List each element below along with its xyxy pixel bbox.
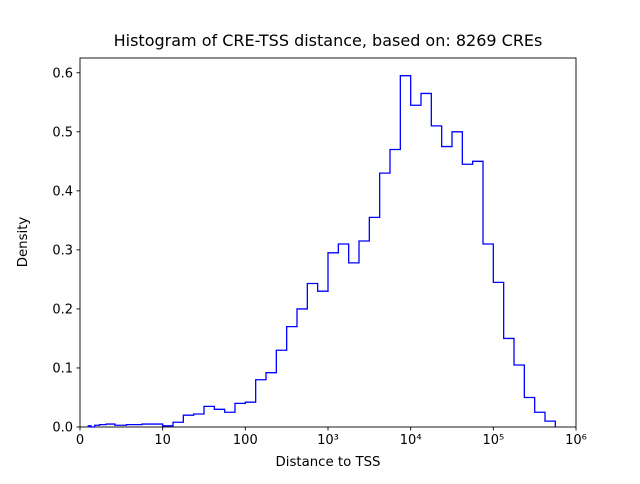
y-axis-ticks: 0.0 0.1 0.2 0.3 0.4 0.5 0.6 [52,66,80,436]
y-tick-label: 0.5 [52,125,73,140]
x-tick-label: 10 [154,433,171,448]
x-tick-label: 10⁶ [565,433,587,448]
y-axis-label: Density [16,217,31,268]
x-tick-label: 10⁴ [400,433,422,448]
y-tick-label: 0.0 [52,421,73,436]
x-tick-label: 100 [233,433,258,448]
y-tick-label: 0.2 [52,303,73,318]
y-tick-label: 0.6 [52,66,73,81]
x-tick-label: 0 [76,433,84,448]
x-axis-label: Distance to TSS [276,455,381,470]
y-tick-label: 0.3 [52,243,73,258]
y-tick-label: 0.4 [52,184,73,199]
chart-title: Histogram of CRE-TSS distance, based on:… [114,31,543,50]
y-tick-label: 0.1 [52,362,73,377]
plot-area [79,57,577,428]
histogram-outline [87,75,556,428]
x-axis-ticks: 0 10 100 10³ 10⁴ 10⁵ 10⁶ [76,427,587,448]
x-tick-label: 10⁵ [482,433,504,448]
x-tick-label: 10³ [317,433,339,448]
